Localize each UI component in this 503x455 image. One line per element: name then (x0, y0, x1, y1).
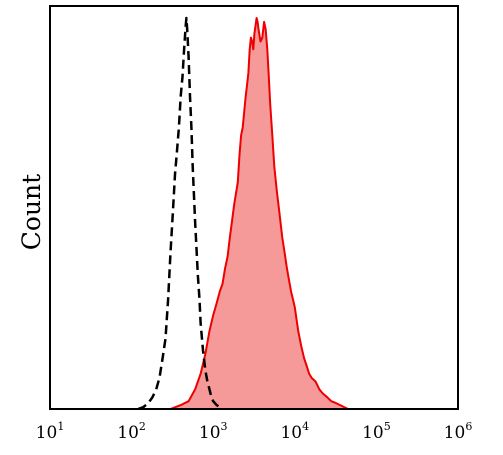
x-tick-label: 102 (117, 420, 146, 443)
x-tick-label: 106 (444, 420, 473, 443)
series-1-line (170, 17, 349, 410)
x-tick-label: 101 (36, 420, 65, 443)
series-0-line (137, 16, 224, 411)
x-axis-ticks: 101 102 103 104 105 106 (36, 420, 473, 443)
series-1-area (170, 18, 349, 409)
plot-frame (49, 5, 459, 410)
x-tick-label: 104 (280, 420, 309, 443)
x-tick-label: 103 (199, 420, 228, 443)
x-tick-label: 105 (362, 420, 391, 443)
series-layer (137, 16, 349, 411)
y-axis-label: Count (17, 174, 46, 250)
